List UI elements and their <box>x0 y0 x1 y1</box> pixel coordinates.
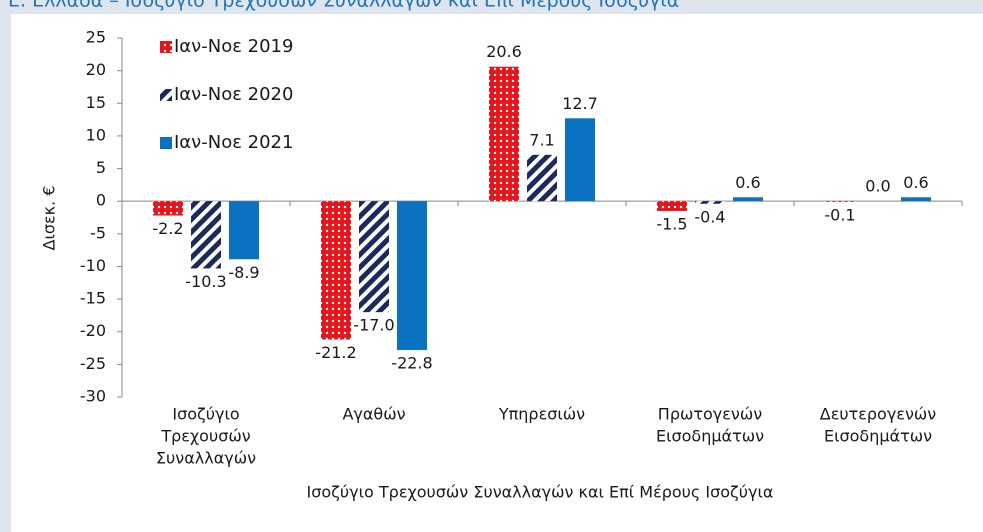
legend-label: Ιαν-Νοε 2019 <box>174 36 293 57</box>
bar <box>359 201 389 313</box>
bar <box>321 201 351 340</box>
value-label: -1.5 <box>656 214 687 233</box>
x-tick-label: Υπηρεσιών <box>498 405 585 424</box>
y-axis-label: Δισεκ. € <box>40 186 59 251</box>
x-tick-label: Αγαθών <box>342 405 405 424</box>
bar <box>489 66 519 202</box>
bar <box>657 201 687 211</box>
title-strip <box>0 0 983 14</box>
x-tick-label: Τρεχουσών <box>160 427 250 446</box>
y-tick-label: 15 <box>86 93 106 112</box>
bar <box>191 201 221 269</box>
y-tick-label: 0 <box>96 191 106 210</box>
x-tick-label: Ισοζύγιο <box>172 405 239 424</box>
y-tick-label: -5 <box>90 223 106 242</box>
chart-title: Ε. Ελλάδα – Ισοζύγιο Τρεχουσών Συναλλαγώ… <box>8 0 679 12</box>
x-tick-label: Δευτερογενών <box>820 405 937 424</box>
y-tick-label: -20 <box>80 321 106 340</box>
bar <box>565 118 595 202</box>
y-tick-label: 20 <box>86 60 106 79</box>
value-label: -2.2 <box>152 219 183 238</box>
value-label: 12.7 <box>562 94 598 113</box>
legend-swatch <box>160 137 172 149</box>
y-tick-label: -10 <box>80 256 106 275</box>
legend-swatch <box>160 41 172 53</box>
legend-swatch <box>160 89 172 101</box>
bar <box>229 201 259 260</box>
bar <box>153 201 183 216</box>
bar <box>397 201 427 351</box>
value-label: -10.3 <box>185 272 226 291</box>
y-tick-label: -25 <box>80 354 106 373</box>
y-tick-label: -30 <box>80 387 106 406</box>
value-label: -17.0 <box>353 316 394 335</box>
x-tick-label: Πρωτογενών <box>658 405 762 424</box>
value-label: -8.9 <box>228 263 259 282</box>
value-label: -0.4 <box>694 207 725 226</box>
value-label: 0.0 <box>865 177 890 196</box>
value-label: -21.2 <box>315 343 356 362</box>
bar <box>695 201 725 204</box>
side-strip <box>0 0 11 532</box>
x-tick-label: Εισοδημάτων <box>656 427 764 446</box>
x-axis-label: Ισοζύγιο Τρεχουσών Συναλλαγών και Επί Μέ… <box>307 483 774 502</box>
y-tick-label: -15 <box>80 289 106 308</box>
y-tick-label: 10 <box>86 125 106 144</box>
value-label: 0.6 <box>735 173 760 192</box>
value-label: 20.6 <box>486 42 522 61</box>
legend-label: Ιαν-Νοε 2020 <box>174 84 293 105</box>
value-label: 7.1 <box>529 130 554 149</box>
value-label: 0.6 <box>903 173 928 192</box>
value-label: -0.1 <box>824 205 855 224</box>
x-tick-label: Εισοδημάτων <box>824 427 932 446</box>
bar <box>901 197 931 202</box>
bar <box>527 154 557 202</box>
bar <box>733 197 763 202</box>
y-tick-label: 25 <box>86 28 106 47</box>
y-tick-label: 5 <box>96 158 106 177</box>
x-tick-label: Συναλλαγών <box>156 449 256 468</box>
legend-label: Ιαν-Νοε 2021 <box>174 132 293 153</box>
bar <box>825 201 855 202</box>
value-label: -22.8 <box>391 354 432 373</box>
